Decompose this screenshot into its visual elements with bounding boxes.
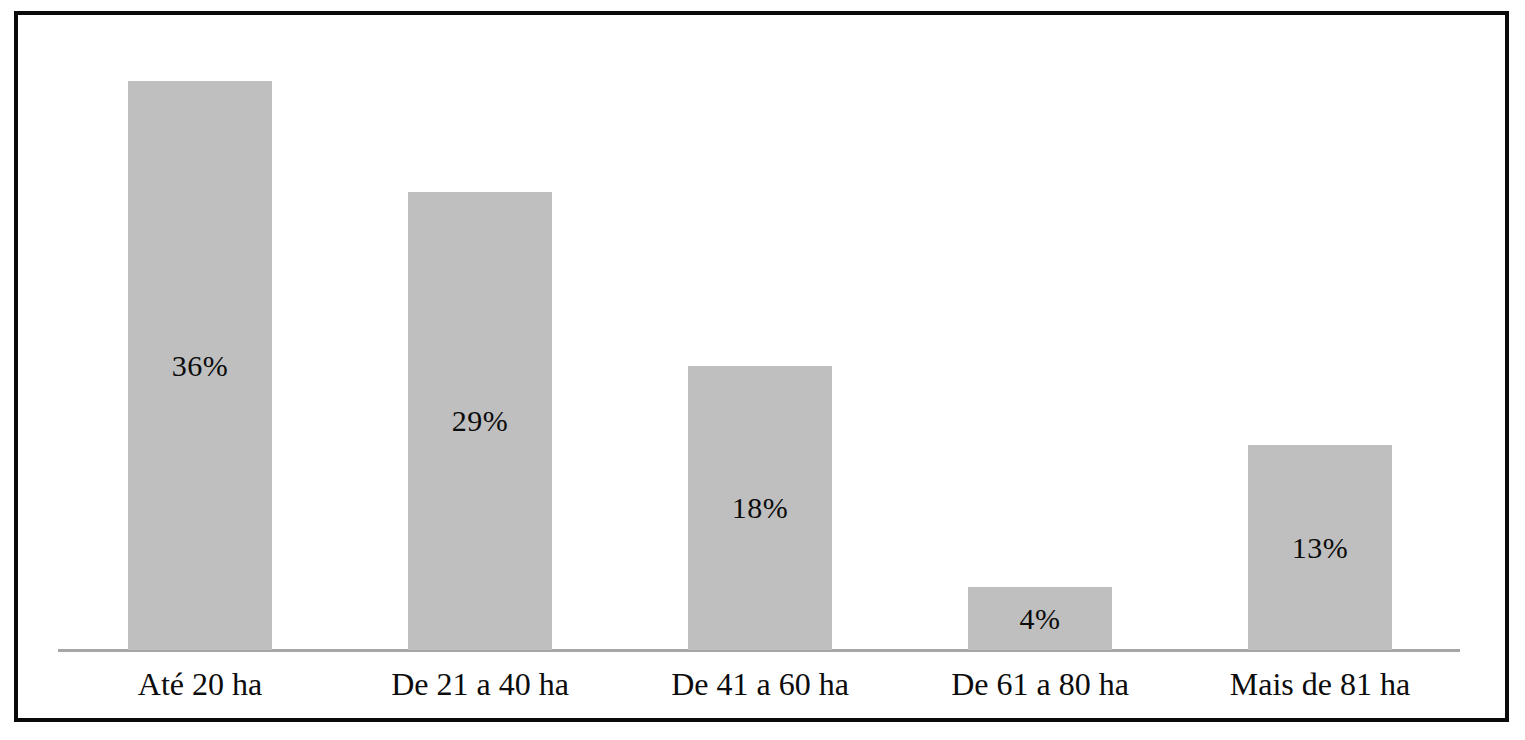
bar-value-label: 29% <box>452 404 509 438</box>
bar-value-label: 4% <box>1020 602 1061 636</box>
x-axis-label: De 41 a 60 ha <box>620 666 900 703</box>
bar-value-label: 18% <box>732 491 789 525</box>
x-axis-label: Mais de 81 ha <box>1180 666 1460 703</box>
bar-chart: 36% Até 20 ha 29% De 21 a 40 ha 18% De 41 a 6… <box>0 0 1525 740</box>
bar: 29% <box>408 192 552 650</box>
bar-value-label: 36% <box>172 349 229 383</box>
x-axis-label: De 61 a 80 ha <box>900 666 1180 703</box>
x-axis-label: Até 20 ha <box>60 666 340 703</box>
bar: 13% <box>1248 445 1392 650</box>
bar: 4% <box>968 587 1112 650</box>
bar-value-label: 13% <box>1292 531 1349 565</box>
x-axis-label: De 21 a 40 ha <box>340 666 620 703</box>
bar: 18% <box>688 366 832 650</box>
bar: 36% <box>128 81 272 650</box>
